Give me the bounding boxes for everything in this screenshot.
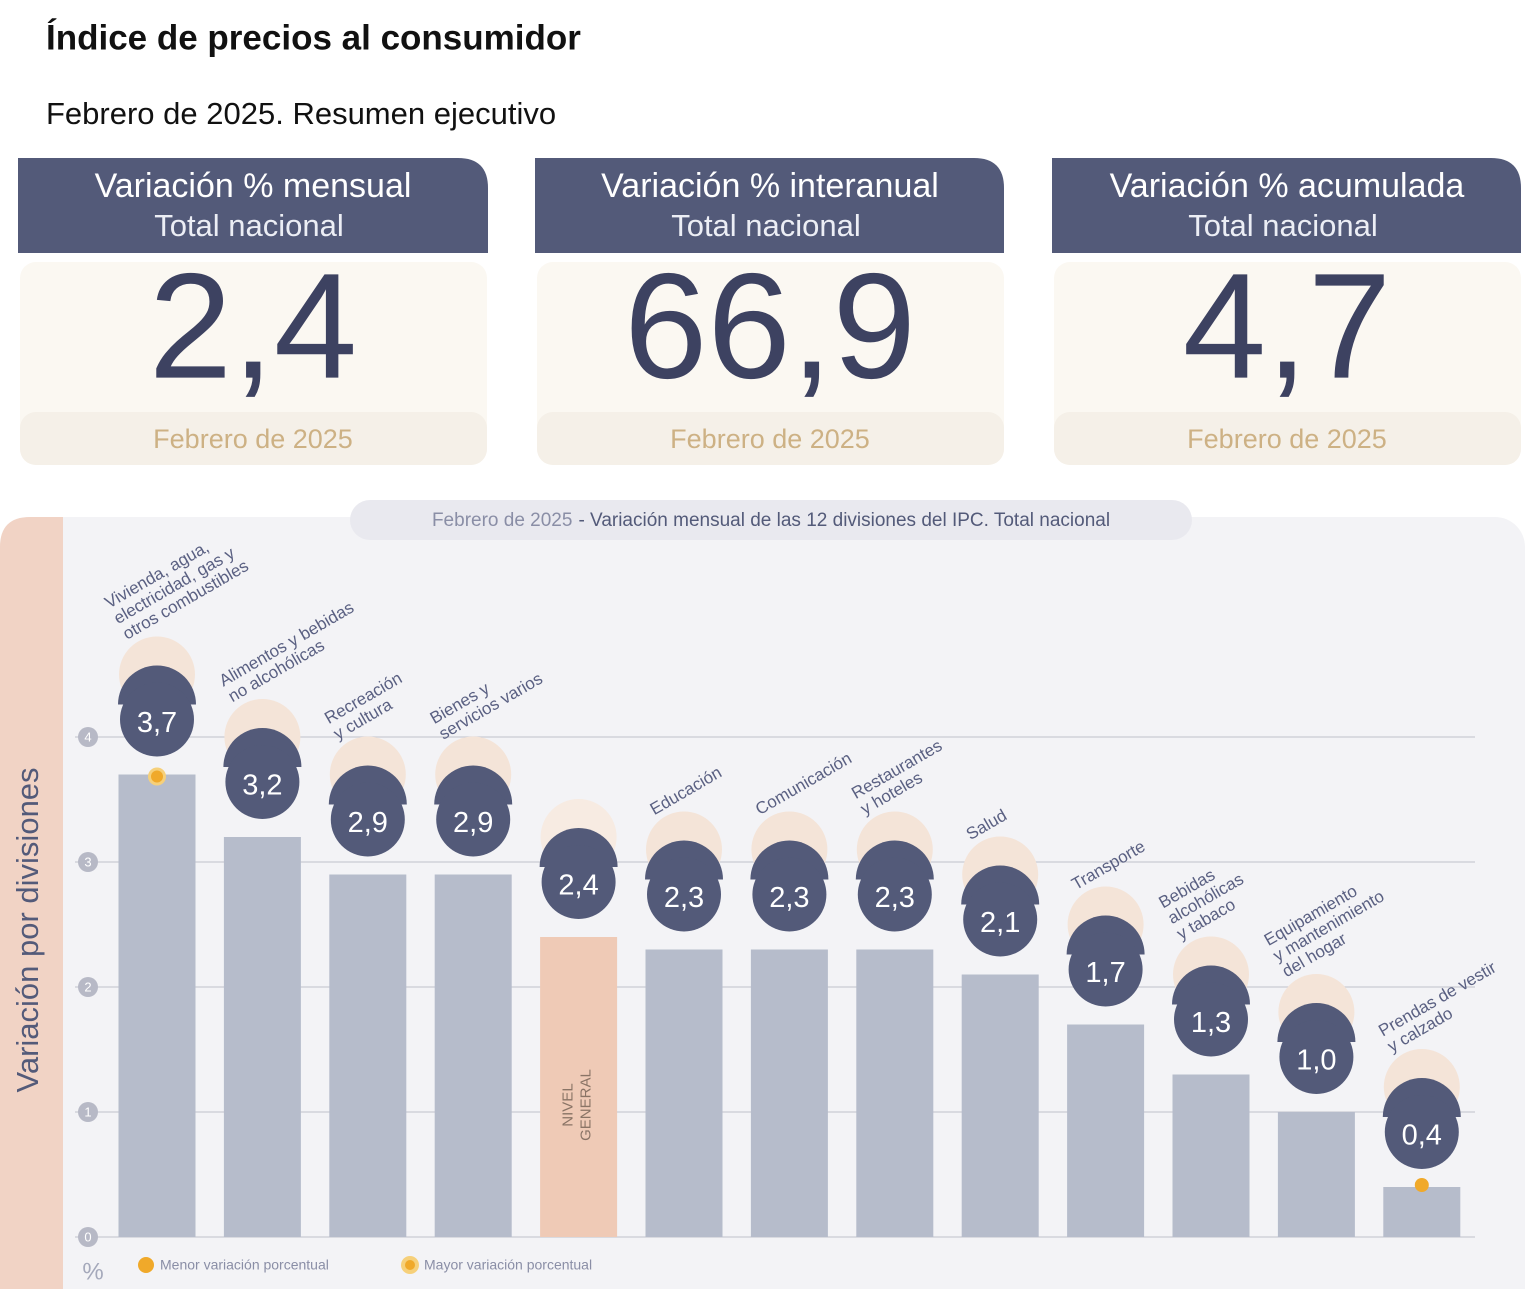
chart-title-text: - Variación mensual de las 12 divisiones… xyxy=(578,510,1110,531)
card-title: Variación % acumulada xyxy=(1110,167,1465,205)
y-tick-label: 2 xyxy=(84,979,91,994)
card-header xyxy=(18,158,488,253)
y-tick-marker xyxy=(78,1227,98,1247)
card: Variación % mensual Total nacional 2,4 F… xyxy=(18,158,488,465)
card-title: Variación % mensual xyxy=(95,167,412,205)
y-tick-marker xyxy=(78,1102,98,1122)
bar xyxy=(1383,1187,1461,1237)
card-footer xyxy=(20,412,487,465)
card-footer xyxy=(1054,412,1521,465)
legend-label: Mayor variación porcentual xyxy=(424,1257,592,1273)
card-period: Febrero de 2025 xyxy=(670,424,870,454)
y-tick-label: 3 xyxy=(84,854,91,869)
card: Variación % acumulada Total nacional 4,7… xyxy=(1052,158,1521,465)
value-label: 1,3 xyxy=(1191,1007,1231,1039)
card-subtitle: Total nacional xyxy=(154,208,344,243)
card-subtitle: Total nacional xyxy=(1188,208,1378,243)
card-value: 2,4 xyxy=(149,242,358,410)
page-title: Índice de precios al consumidor xyxy=(46,17,581,57)
bar xyxy=(329,874,407,1237)
bar xyxy=(750,949,828,1237)
y-tick-marker xyxy=(78,977,98,997)
value-badge-body xyxy=(225,745,300,819)
bar xyxy=(645,949,723,1237)
card-footer xyxy=(537,412,1004,465)
y-axis-label: Variación por divisiones xyxy=(10,767,45,1092)
bar xyxy=(434,874,512,1237)
y-tick-label: 4 xyxy=(84,729,91,744)
value-badge-body xyxy=(752,857,827,932)
y-unit: % xyxy=(82,1258,103,1285)
card-value: 66,9 xyxy=(624,242,916,410)
card-title: Variación % interanual xyxy=(601,167,939,205)
card-period: Febrero de 2025 xyxy=(153,424,353,454)
value-badge-body xyxy=(1384,1095,1459,1169)
card-header xyxy=(1052,158,1521,253)
value-label: 2,3 xyxy=(664,882,704,914)
value-badge-body xyxy=(647,857,721,932)
bar xyxy=(1277,1112,1355,1237)
page-subtitle: Febrero de 2025. Resumen ejecutivo xyxy=(46,96,556,131)
category-label: NIVELGENERAL xyxy=(560,1069,595,1141)
bar xyxy=(118,774,196,1237)
bar xyxy=(540,937,618,1237)
max-marker-core xyxy=(151,770,163,783)
chart-title: Febrero de 2025- Variación mensual de la… xyxy=(432,510,1110,531)
y-axis-band xyxy=(0,517,63,1289)
value-badge-body xyxy=(857,857,932,932)
card-header xyxy=(535,158,1004,253)
value-label: 2,9 xyxy=(453,807,493,839)
value-label: 3,7 xyxy=(137,707,177,739)
label-line: NIVEL xyxy=(560,1083,577,1126)
value-badge-body xyxy=(436,782,511,857)
y-tick-label: 0 xyxy=(84,1229,91,1244)
value-label: 3,2 xyxy=(242,770,282,802)
value-badge-body xyxy=(1279,1020,1354,1094)
value-label: 2,1 xyxy=(980,907,1020,939)
value-label: 2,3 xyxy=(769,882,809,914)
bar xyxy=(223,837,301,1237)
legend-marker-min xyxy=(138,1257,154,1273)
value-label: 2,4 xyxy=(558,870,598,902)
value-label: 2,3 xyxy=(875,882,915,914)
value-badge-body xyxy=(541,845,616,919)
chart-title-pill xyxy=(350,500,1192,540)
legend-marker-max-core xyxy=(405,1260,415,1270)
bar xyxy=(1172,1074,1250,1237)
legend-label: Menor variación porcentual xyxy=(160,1257,329,1273)
value-badge-body xyxy=(330,782,405,857)
value-badge-body xyxy=(1068,932,1143,1007)
y-tick-label: 1 xyxy=(84,1104,91,1119)
value-badge-body xyxy=(120,682,194,757)
value-badge-body xyxy=(1174,982,1248,1057)
card-subtitle: Total nacional xyxy=(671,208,861,243)
value-label: 0,4 xyxy=(1402,1120,1442,1152)
card-period: Febrero de 2025 xyxy=(1187,424,1387,454)
value-badge-body xyxy=(963,882,1038,957)
y-tick-marker xyxy=(78,727,98,747)
min-marker xyxy=(1414,1178,1429,1192)
y-tick-marker xyxy=(78,852,98,872)
label-line: GENERAL xyxy=(578,1069,595,1141)
bar xyxy=(856,949,934,1237)
chart-title-period: Febrero de 2025 xyxy=(432,510,573,531)
bar xyxy=(1067,1024,1145,1237)
card: Variación % interanual Total nacional 66… xyxy=(535,158,1004,465)
bar xyxy=(961,974,1039,1237)
value-label: 1,0 xyxy=(1296,1045,1336,1077)
value-label: 2,9 xyxy=(348,807,388,839)
card-value: 4,7 xyxy=(1183,242,1392,410)
value-label: 1,7 xyxy=(1085,957,1125,989)
